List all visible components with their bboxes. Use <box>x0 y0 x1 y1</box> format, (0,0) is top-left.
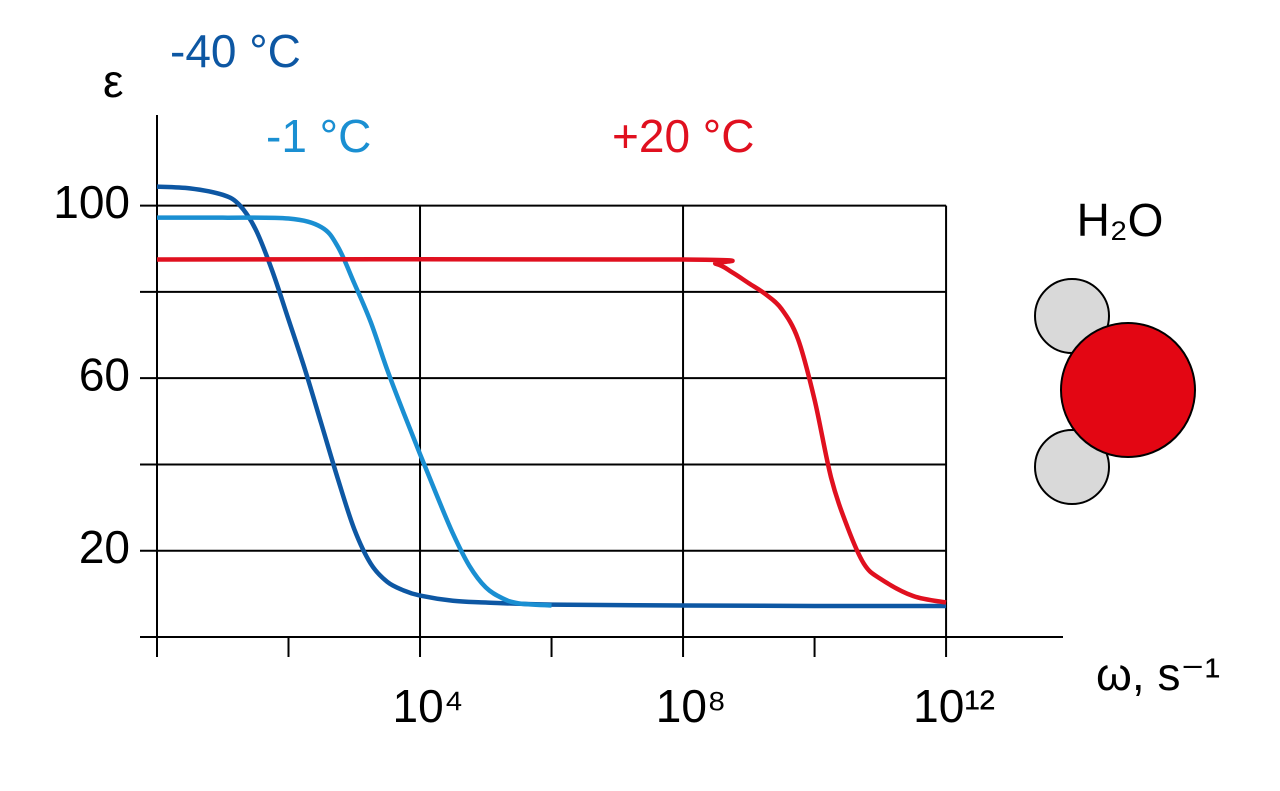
y-tick-label: 20 <box>79 521 130 573</box>
water-molecule <box>1034 278 1196 505</box>
data-line <box>156 256 947 605</box>
hydrogen-atom <box>1034 429 1110 505</box>
x-tick-label: 10⁸ <box>656 680 727 732</box>
molecule-label: H₂O <box>1077 194 1164 246</box>
y-axis-label: ε <box>103 55 124 107</box>
series-label: +20 °C <box>612 110 754 162</box>
x-tick-label: 10¹² <box>913 680 995 732</box>
x-axis-label: ω, s⁻¹ <box>1096 648 1220 700</box>
series-label: -40 °C <box>170 25 301 77</box>
series-label: -1 °C <box>266 110 371 162</box>
x-tick-label: 10⁴ <box>393 680 464 732</box>
oxygen-atom <box>1060 322 1196 458</box>
data-line <box>156 215 552 608</box>
y-tick-label: 60 <box>79 348 130 400</box>
y-tick-label: 100 <box>53 176 130 228</box>
data-line <box>156 184 947 609</box>
